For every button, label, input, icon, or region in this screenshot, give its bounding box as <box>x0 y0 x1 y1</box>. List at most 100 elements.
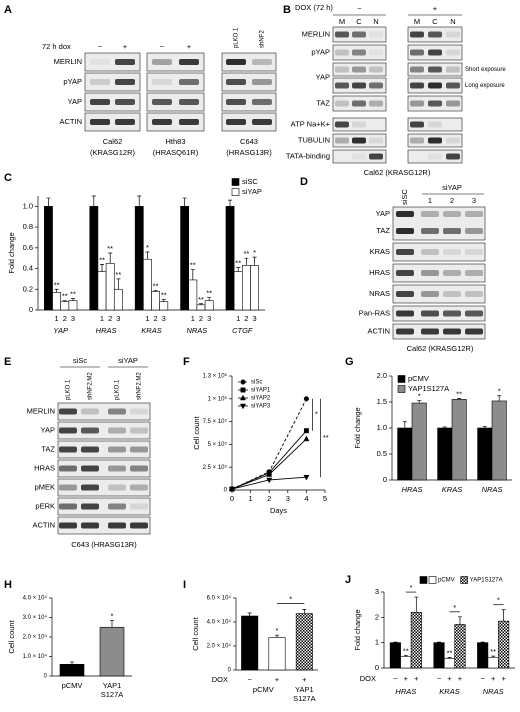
band <box>352 100 366 107</box>
x-tick-label: NRAS <box>186 326 207 335</box>
y-tick-label: 0.6 <box>23 243 33 252</box>
panel-letter: H <box>4 579 12 591</box>
band <box>59 408 77 415</box>
x-tick-label: YAP <box>53 326 68 335</box>
band <box>410 121 424 128</box>
band <box>428 31 442 38</box>
row-label: ACTIN <box>33 520 56 529</box>
bar-sub-label: 1 <box>100 314 104 323</box>
band <box>335 121 349 128</box>
band <box>81 522 99 529</box>
error-bar <box>54 288 59 293</box>
dox-label: − <box>393 674 398 683</box>
error-bar <box>480 641 485 643</box>
significance: * <box>276 626 279 635</box>
y-tick-label: 1 × 10⁶ <box>208 395 228 402</box>
band <box>252 119 272 125</box>
error-bar <box>501 609 506 622</box>
y-tick-label: 0 <box>228 668 232 674</box>
blot-caption: C643 <box>240 137 258 146</box>
band <box>59 427 77 434</box>
bar <box>498 620 510 669</box>
band <box>130 446 148 453</box>
band <box>352 49 366 56</box>
legend-label: siSC <box>242 177 258 186</box>
band <box>428 137 442 144</box>
y-tick-label: 2.5 × 10⁵ <box>203 464 228 471</box>
band <box>465 310 483 317</box>
row-label: TAZ <box>41 444 55 453</box>
lane-label: M <box>414 17 420 26</box>
band <box>421 228 439 234</box>
bar-sub-label: 2 <box>199 314 203 323</box>
y-tick-label: 6.0 × 10⁴ <box>207 595 232 602</box>
band <box>90 79 110 85</box>
panel-letter: F <box>183 356 190 368</box>
error-bar <box>161 299 166 302</box>
bar <box>411 402 427 481</box>
error-bar <box>393 641 398 643</box>
band <box>179 99 199 105</box>
band <box>152 119 172 125</box>
band <box>130 484 148 491</box>
panel-letter: G <box>345 356 354 368</box>
y-tick-label: 0.5 <box>377 449 387 458</box>
panel-letter: E <box>4 356 11 368</box>
lane-label: M <box>339 17 345 26</box>
row-label: YAP <box>41 425 55 434</box>
blot-caption: (KRASG12R) <box>90 148 136 157</box>
bar <box>295 613 313 671</box>
y-tick-label: 0 <box>44 674 48 680</box>
band <box>396 310 414 317</box>
y-axis-label: Fold change <box>353 407 362 448</box>
dox-label: + <box>447 674 452 683</box>
blot-strip <box>84 112 141 132</box>
error-bar <box>190 269 195 280</box>
lane-label: C <box>432 17 438 26</box>
band <box>335 49 349 56</box>
blot-header: DOX (72 h) <box>295 3 333 12</box>
significance: * <box>111 611 114 620</box>
bar <box>99 626 125 677</box>
lane-label: 2 <box>450 196 454 205</box>
bar-sub-label: 3 <box>162 314 166 323</box>
lane-label: 1 <box>428 196 432 205</box>
significance: ** <box>115 270 121 279</box>
significance: * <box>418 391 421 400</box>
x-tick-label: HRAS <box>96 326 117 335</box>
point <box>303 474 310 481</box>
lane-label: shNF2.M2 <box>88 372 94 400</box>
band <box>352 31 366 38</box>
bar <box>59 663 85 677</box>
legend-label: pCMV <box>408 374 429 383</box>
row-label: pYAP <box>63 77 82 86</box>
band <box>465 211 483 217</box>
x-tick-label: KRAS <box>141 326 161 335</box>
band <box>352 82 366 89</box>
band <box>465 270 483 276</box>
band <box>130 427 148 434</box>
bar <box>477 427 493 481</box>
y-tick-label: 2 <box>375 612 379 621</box>
band <box>410 137 424 144</box>
lane-label: + <box>123 42 128 51</box>
dox-label: + <box>302 675 307 684</box>
significance: * <box>289 594 292 603</box>
point <box>303 435 310 442</box>
row-label: TUBULIN <box>298 135 330 144</box>
dox-label: + <box>414 674 419 683</box>
band <box>421 270 439 276</box>
band <box>252 79 272 85</box>
legend-swatch <box>460 576 468 584</box>
band <box>428 100 442 107</box>
band <box>115 119 135 125</box>
y-tick-label: 0 <box>224 488 228 494</box>
blot-strip <box>221 52 277 72</box>
band <box>396 291 414 297</box>
band <box>352 137 366 144</box>
error-bar <box>482 426 487 428</box>
significance: ** <box>161 291 167 300</box>
y-tick-label: 4.0 × 10⁴ <box>23 595 48 602</box>
group-label: + <box>433 4 438 13</box>
